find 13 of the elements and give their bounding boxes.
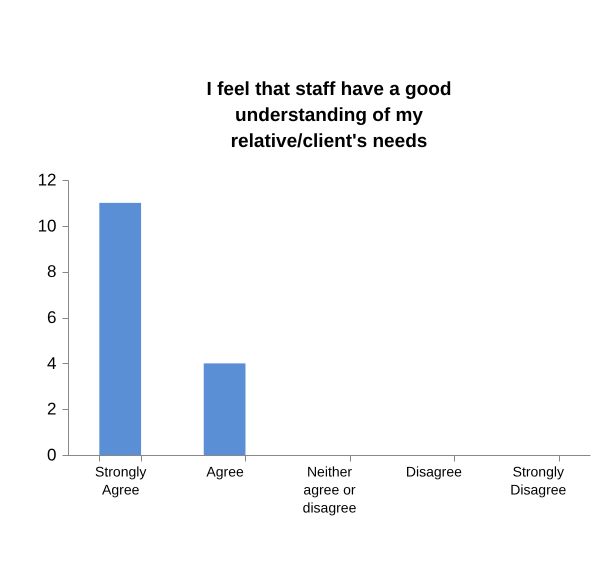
chart-title: I feel that staff have a good understanding of my relative/client's needs [206,79,452,152]
y-tick-label: 12 [38,170,56,190]
y-tick-label: 0 [47,446,56,464]
x-tick-label: Agree [206,464,244,480]
y-tick-label: 2 [47,400,56,419]
x-tick-label: Strongly Agree [95,464,146,498]
y-tick-label: 6 [47,308,56,327]
x-tick-label: Disagree [406,464,462,480]
x-tick-label: Strongly Disagree [510,464,567,498]
x-tick-label: Neither agree or disagree [302,464,357,516]
y-tick-label: 4 [47,354,56,373]
y-tick-label: 8 [47,262,56,282]
y-tick-label: 10 [38,216,56,236]
